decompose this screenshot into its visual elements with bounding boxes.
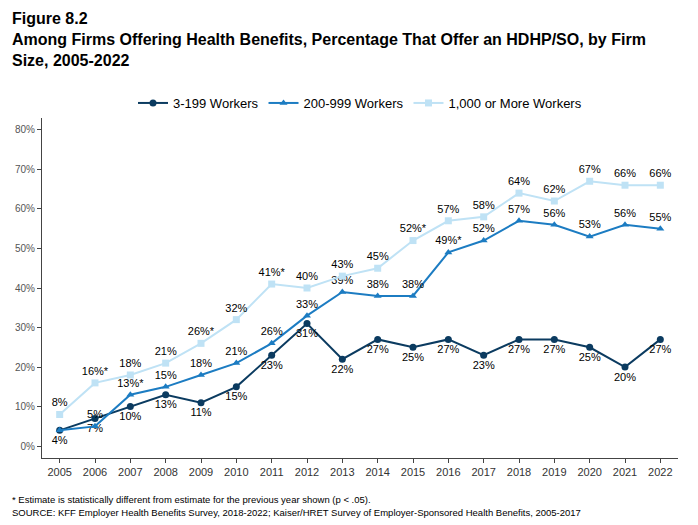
html-text:Among Firms Offering Health Be: Among Firms Offering Health Benefits, Pe… — [12, 31, 646, 69]
svg-text:2016: 2016 — [436, 466, 460, 478]
svg-text:57%: 57% — [437, 203, 459, 215]
svg-text:43%: 43% — [331, 258, 353, 270]
svg-text:16%*: 16%* — [82, 365, 109, 377]
svg-text:40%: 40% — [296, 270, 318, 282]
svg-text:26%: 26% — [261, 325, 283, 337]
svg-text:26%*: 26%* — [188, 325, 215, 337]
svg-text:2020: 2020 — [577, 466, 601, 478]
svg-text:80%: 80% — [15, 124, 35, 135]
svg-text:50%: 50% — [15, 243, 35, 254]
svg-text:52%: 52% — [473, 222, 495, 234]
svg-text:27%: 27% — [649, 343, 671, 355]
svg-text:2017: 2017 — [471, 466, 495, 478]
svg-text:7%: 7% — [87, 422, 103, 434]
svg-text:60%: 60% — [15, 203, 35, 214]
svg-text:25%: 25% — [402, 351, 424, 363]
svg-text:58%: 58% — [473, 199, 495, 211]
svg-text:21%: 21% — [225, 345, 247, 357]
svg-text:27%: 27% — [508, 343, 530, 355]
svg-text:23%: 23% — [261, 359, 283, 371]
html-text:Figure 8.2: Figure 8.2 — [12, 10, 88, 27]
svg-text:38%: 38% — [367, 278, 389, 290]
svg-text:3-199 Workers: 3-199 Workers — [173, 96, 259, 111]
svg-text:15%: 15% — [155, 369, 177, 381]
svg-text:2006: 2006 — [83, 466, 107, 478]
svg-text:15%: 15% — [225, 390, 247, 402]
svg-text:0%: 0% — [21, 441, 36, 452]
svg-text:53%: 53% — [579, 218, 601, 230]
svg-text:20%: 20% — [15, 362, 35, 373]
svg-text:2018: 2018 — [507, 466, 531, 478]
svg-text:31%: 31% — [296, 327, 318, 339]
svg-text:2021: 2021 — [613, 466, 637, 478]
svg-text:30%: 30% — [15, 322, 35, 333]
svg-text:2005: 2005 — [47, 466, 71, 478]
svg-text:23%: 23% — [473, 359, 495, 371]
svg-text:10%: 10% — [119, 410, 141, 422]
svg-text:22%: 22% — [331, 363, 353, 375]
svg-text:20%: 20% — [614, 371, 636, 383]
svg-text:21%: 21% — [155, 345, 177, 357]
svg-text:27%: 27% — [543, 343, 565, 355]
svg-text:67%: 67% — [579, 163, 601, 175]
svg-text:33%: 33% — [296, 298, 318, 310]
svg-text:41%*: 41%* — [259, 266, 286, 278]
html-text:SOURCE: KFF Employer Health Be: SOURCE: KFF Employer Health Benefits Sur… — [12, 507, 581, 518]
svg-text:2008: 2008 — [153, 466, 177, 478]
svg-text:200-999 Workers: 200-999 Workers — [304, 96, 404, 111]
svg-text:32%: 32% — [225, 302, 247, 314]
svg-text:25%: 25% — [579, 351, 601, 363]
html-text:* Estimate is statistically di: * Estimate is statistically different fr… — [12, 494, 371, 505]
svg-text:49%*: 49%* — [435, 234, 462, 246]
svg-text:2007: 2007 — [118, 466, 142, 478]
svg-text:11%: 11% — [190, 406, 211, 418]
svg-text:55%: 55% — [649, 211, 671, 223]
svg-text:2013: 2013 — [330, 466, 354, 478]
svg-text:10%: 10% — [15, 401, 35, 412]
svg-text:2019: 2019 — [542, 466, 566, 478]
svg-text:5%: 5% — [87, 408, 103, 420]
svg-text:2015: 2015 — [401, 466, 425, 478]
svg-text:56%: 56% — [543, 207, 565, 219]
svg-text:18%: 18% — [190, 357, 212, 369]
svg-text:13%: 13% — [155, 398, 177, 410]
svg-text:18%: 18% — [119, 357, 141, 369]
svg-text:39%: 39% — [331, 274, 353, 286]
svg-text:4%: 4% — [52, 434, 68, 446]
svg-text:64%: 64% — [508, 175, 530, 187]
svg-text:40%: 40% — [15, 283, 35, 294]
svg-text:45%: 45% — [367, 250, 389, 262]
svg-text:66%: 66% — [649, 167, 671, 179]
svg-text:70%: 70% — [15, 164, 35, 175]
svg-text:27%: 27% — [367, 343, 389, 355]
svg-text:2012: 2012 — [295, 466, 319, 478]
svg-text:2011: 2011 — [260, 466, 284, 478]
svg-text:66%: 66% — [614, 167, 636, 179]
svg-text:2014: 2014 — [365, 466, 389, 478]
svg-text:8%: 8% — [52, 396, 68, 408]
svg-text:57%: 57% — [508, 203, 530, 215]
svg-text:52%*: 52%* — [400, 222, 427, 234]
svg-text:13%*: 13%* — [117, 377, 144, 389]
svg-text:56%: 56% — [614, 207, 636, 219]
svg-text:27%: 27% — [437, 343, 459, 355]
svg-text:38%: 38% — [402, 278, 424, 290]
svg-text:62%: 62% — [543, 183, 565, 195]
svg-text:2009: 2009 — [189, 466, 213, 478]
svg-text:1,000 or More Workers: 1,000 or More Workers — [448, 96, 581, 111]
svg-text:2010: 2010 — [224, 466, 248, 478]
svg-text:2022: 2022 — [648, 466, 672, 478]
